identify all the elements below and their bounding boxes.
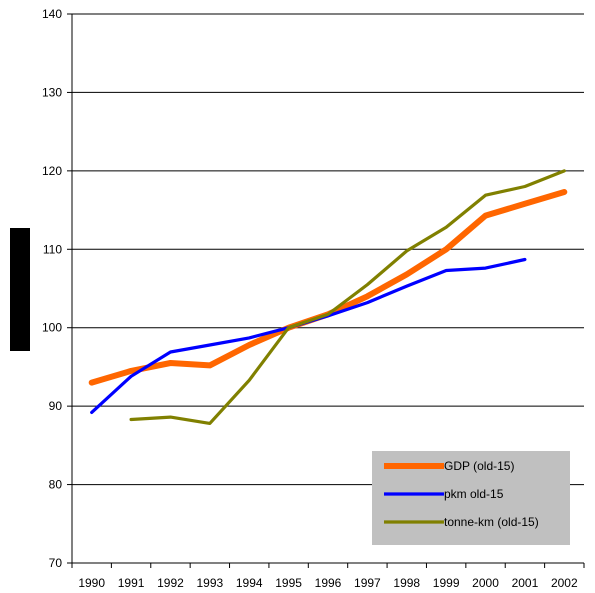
y-tick-label: 100 (42, 321, 62, 335)
series-line-2 (129, 169, 566, 425)
x-tick-label: 1992 (157, 576, 184, 590)
legend-label-1: pkm old-15 (444, 487, 504, 501)
x-tick-label: 1998 (393, 576, 420, 590)
x-tick-label: 2002 (551, 576, 578, 590)
y-axis-ticks: 70 80 90 100 110 120 130 140 (42, 7, 72, 570)
x-tick-label: 1990 (78, 576, 105, 590)
y-tick-label: 90 (49, 399, 63, 413)
x-axis-ticks: 1990 1991 1992 1993 1994 1995 1996 1997 1998 1999… (71, 563, 585, 590)
series-lines (88, 169, 568, 425)
series-line-0 (88, 189, 568, 386)
x-tick-label: 1995 (275, 576, 302, 590)
gridlines (72, 13, 584, 486)
x-tick-label: 1994 (236, 576, 263, 590)
x-tick-label: 1991 (118, 576, 145, 590)
series-line-1 (90, 257, 527, 414)
y-tick-label: 110 (43, 242, 62, 256)
x-tick-label: 1996 (315, 576, 342, 590)
x-tick-label: 2000 (472, 576, 499, 590)
legend-label-0: GDP (old-15) (444, 459, 514, 473)
y-tick-label: 140 (42, 7, 62, 21)
legend-label-2: tonne-km (old-15) (444, 515, 539, 529)
y-tick-label: 70 (49, 556, 63, 570)
x-tick-label: 1993 (196, 576, 223, 590)
y-tick-label: 130 (42, 85, 62, 99)
legend: GDP (old-15) pkm old-15 tonne-km (old-15) (372, 451, 570, 545)
x-tick-label: 1999 (433, 576, 460, 590)
y-tick-label: 120 (42, 164, 62, 178)
y-axis-label-box (10, 228, 30, 351)
x-tick-label: 2001 (512, 576, 539, 590)
x-tick-label: 1997 (354, 576, 381, 590)
y-tick-label: 80 (49, 478, 63, 492)
